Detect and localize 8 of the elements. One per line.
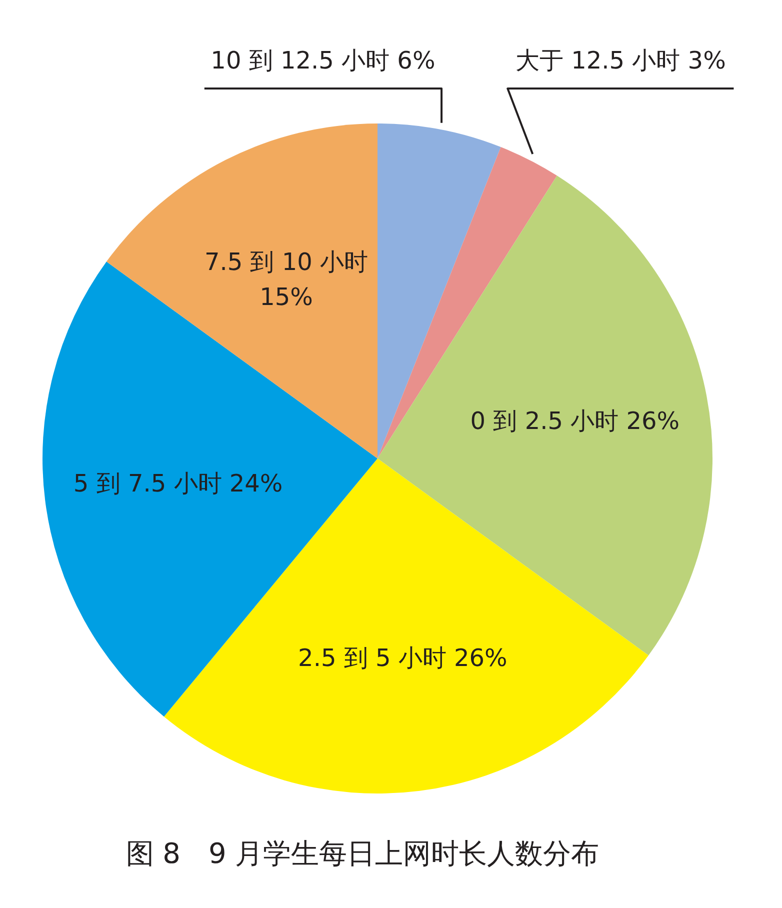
slice-label: 0 到 2.5 小时 26% (470, 406, 680, 435)
slice-label: 大于 12.5 小时 3% (515, 46, 726, 74)
slice-label: 2.5 到 5 小时 26% (298, 644, 508, 672)
slice-label: 5 到 7.5 小时 24% (73, 470, 283, 498)
text: 图 8 9 月学生每日上网时长人数分布 (126, 837, 600, 870)
data-label: 15% (260, 282, 313, 311)
slice-label: 10 到 12.5 小时 6% (210, 46, 436, 74)
slice-label: 7.5 到 10 小时 (204, 248, 368, 276)
